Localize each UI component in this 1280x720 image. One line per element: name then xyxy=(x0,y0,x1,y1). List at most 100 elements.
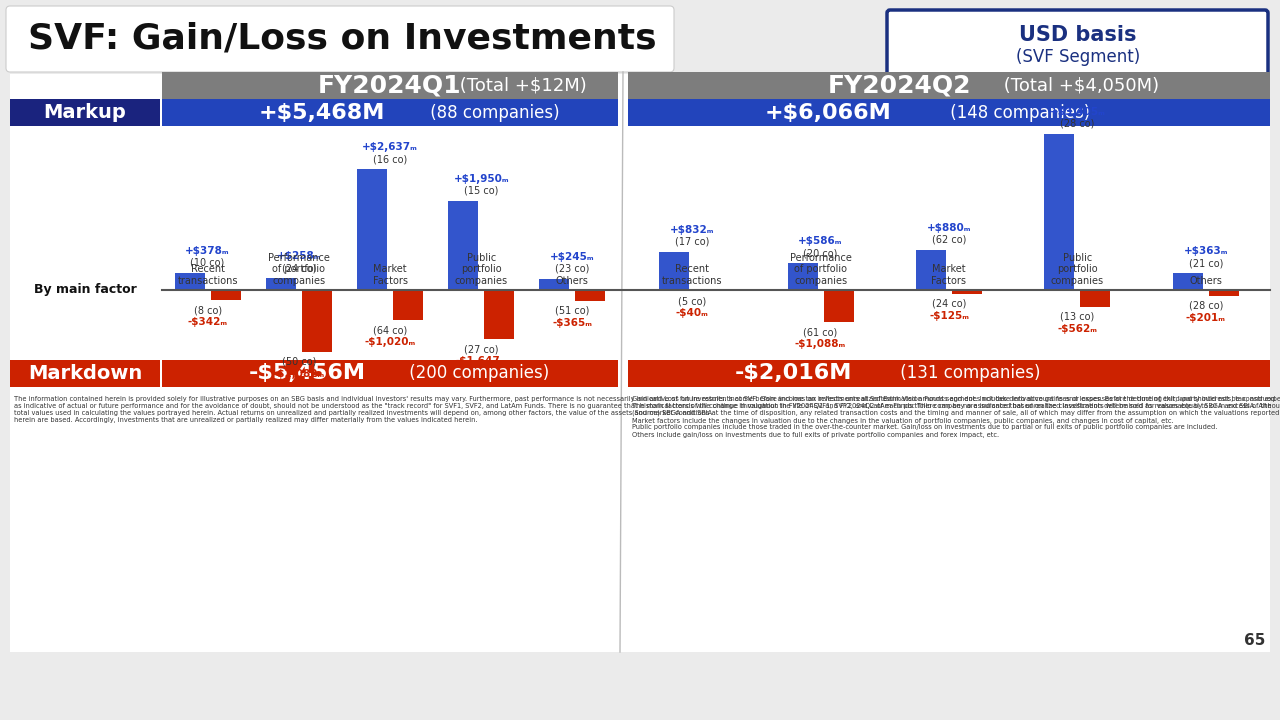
Text: Performance
of portfolio
companies: Performance of portfolio companies xyxy=(790,253,851,286)
Text: -$1,647ₘ: -$1,647ₘ xyxy=(456,356,507,366)
Bar xyxy=(787,263,818,290)
Text: -$365ₘ: -$365ₘ xyxy=(553,318,593,328)
Text: (17 co): (17 co) xyxy=(675,237,709,247)
Text: Markup: Markup xyxy=(44,103,127,122)
Text: Public
portfolio
companies: Public portfolio companies xyxy=(1051,253,1103,286)
Bar xyxy=(1172,274,1203,290)
Bar xyxy=(1080,290,1111,307)
Text: +$245ₘ: +$245ₘ xyxy=(550,252,595,262)
Bar xyxy=(10,99,160,126)
Text: Markdown: Markdown xyxy=(28,364,142,383)
FancyBboxPatch shape xyxy=(887,10,1268,84)
Bar xyxy=(1208,290,1239,296)
Text: (23 co): (23 co) xyxy=(556,264,590,274)
Text: FY2024Q2: FY2024Q2 xyxy=(827,73,970,97)
Text: (200 companies): (200 companies) xyxy=(404,364,549,382)
Bar xyxy=(393,290,422,320)
Text: Gain and Loss on Investments at SVF: Gain and loss on investments at SoftBank Vi: Gain and Loss on Investments at SVF: Gai… xyxy=(632,396,1280,438)
Bar xyxy=(163,72,618,99)
Text: (61 co): (61 co) xyxy=(804,328,837,338)
FancyBboxPatch shape xyxy=(6,6,675,72)
Text: (24 co): (24 co) xyxy=(932,299,966,309)
Text: Public
portfolio
companies: Public portfolio companies xyxy=(454,253,508,286)
Text: (15 co): (15 co) xyxy=(465,186,498,196)
Text: (10 co): (10 co) xyxy=(191,258,225,268)
Text: (Total +$4,050M): (Total +$4,050M) xyxy=(998,76,1160,94)
Text: (8 co): (8 co) xyxy=(193,305,221,315)
Text: (28 co): (28 co) xyxy=(1189,301,1222,311)
Bar xyxy=(10,74,1270,652)
Text: -$5,456M: -$5,456M xyxy=(248,364,366,384)
Bar xyxy=(823,290,854,323)
Text: SVF: Gain/Loss on Investments: SVF: Gain/Loss on Investments xyxy=(28,22,657,56)
Text: (131 companies): (131 companies) xyxy=(895,364,1041,382)
Text: -$40ₘ: -$40ₘ xyxy=(676,308,709,318)
Text: -$1,020ₘ: -$1,020ₘ xyxy=(365,338,416,347)
Text: By main factor: By main factor xyxy=(33,284,137,297)
Text: +$586ₘ: +$586ₘ xyxy=(799,236,842,246)
Bar xyxy=(163,360,618,387)
Text: +$2,637ₘ: +$2,637ₘ xyxy=(362,142,419,152)
Text: (64 co): (64 co) xyxy=(372,325,407,336)
Text: FY2024Q1: FY2024Q1 xyxy=(319,73,462,97)
Text: (13 co): (13 co) xyxy=(1060,312,1094,322)
Bar xyxy=(659,252,689,290)
Bar xyxy=(576,290,605,301)
Text: (88 companies): (88 companies) xyxy=(425,104,559,122)
Bar xyxy=(484,290,515,339)
Text: +$3,405ₘ: +$3,405ₘ xyxy=(1050,107,1106,117)
Text: -$2,082ₘ: -$2,082ₘ xyxy=(273,369,324,379)
Text: -$562ₘ: -$562ₘ xyxy=(1057,324,1097,334)
Text: (28 co): (28 co) xyxy=(1060,119,1094,129)
Bar xyxy=(916,250,946,290)
Text: +$363ₘ: +$363ₘ xyxy=(1184,246,1228,256)
Text: The information contained herein is provided solely for illustrative purposes on: The information contained herein is prov… xyxy=(14,396,1280,423)
Text: (16 co): (16 co) xyxy=(372,154,407,164)
Bar xyxy=(163,99,618,126)
Text: (27 co): (27 co) xyxy=(463,344,498,354)
Text: (20 co): (20 co) xyxy=(804,248,838,258)
Text: 65: 65 xyxy=(1244,633,1265,648)
Text: +$6,066M: +$6,066M xyxy=(764,102,891,122)
Text: +$832ₘ: +$832ₘ xyxy=(669,225,714,235)
Text: (SVF Segment): (SVF Segment) xyxy=(1016,48,1140,66)
Text: (148 companies): (148 companies) xyxy=(946,104,1091,122)
Bar xyxy=(1044,134,1074,290)
Text: -$2,016M: -$2,016M xyxy=(735,364,851,384)
Text: -$1,088ₘ: -$1,088ₘ xyxy=(795,339,846,349)
Bar xyxy=(211,290,241,300)
Bar xyxy=(695,290,726,291)
Text: Market
Factors: Market Factors xyxy=(932,264,966,286)
Text: Recent
transactions: Recent transactions xyxy=(178,264,238,286)
Bar xyxy=(10,360,160,387)
Text: +$378ₘ: +$378ₘ xyxy=(186,246,230,256)
Bar xyxy=(628,72,1270,99)
Bar xyxy=(539,279,570,290)
Text: +$258ₘ: +$258ₘ xyxy=(276,251,321,261)
Text: (21 co): (21 co) xyxy=(1189,258,1222,269)
Text: +$1,950ₘ: +$1,950ₘ xyxy=(453,174,509,184)
Text: Performance
of portfolio
companies: Performance of portfolio companies xyxy=(268,253,330,286)
Text: +$880ₘ: +$880ₘ xyxy=(927,222,972,233)
Bar xyxy=(628,360,1270,387)
Text: (Total +$12M): (Total +$12M) xyxy=(453,76,586,94)
Bar xyxy=(448,201,479,290)
Bar xyxy=(266,278,296,290)
Text: -$342ₘ: -$342ₘ xyxy=(188,318,228,327)
Bar xyxy=(302,290,332,352)
Text: (51 co): (51 co) xyxy=(556,306,590,316)
Text: Market
Factors: Market Factors xyxy=(372,264,407,286)
Text: +$5,468M: +$5,468M xyxy=(259,102,385,122)
Text: -$125ₘ: -$125ₘ xyxy=(929,311,969,320)
Text: Recent
transactions: Recent transactions xyxy=(662,264,722,286)
Text: (50 co): (50 co) xyxy=(282,357,316,367)
Text: Others: Others xyxy=(556,276,589,286)
Bar xyxy=(357,169,387,290)
Text: (5 co): (5 co) xyxy=(678,296,707,306)
Bar xyxy=(174,273,205,290)
Bar xyxy=(952,290,982,294)
Text: (62 co): (62 co) xyxy=(932,235,966,245)
Text: USD basis: USD basis xyxy=(1019,25,1137,45)
Text: -$201ₘ: -$201ₘ xyxy=(1185,313,1226,323)
Text: (24 co): (24 co) xyxy=(282,264,316,273)
